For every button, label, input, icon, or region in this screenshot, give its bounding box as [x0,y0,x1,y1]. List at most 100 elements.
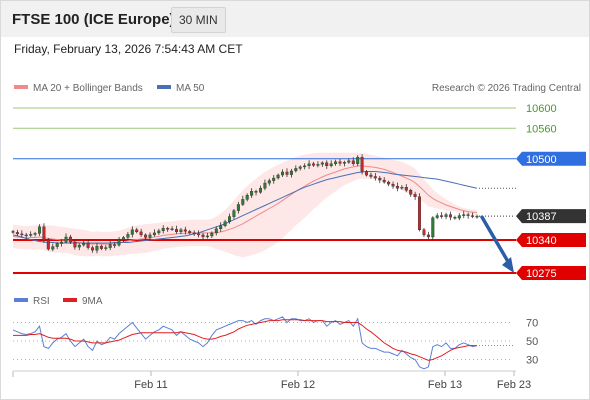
candle-up [51,246,55,250]
candle-down [285,171,289,175]
candle-up [117,239,121,246]
candle-up [95,245,99,251]
rsi-ma-legend-label: 9MA [82,296,103,307]
candle-down [404,186,408,191]
candle-down [174,229,178,233]
candle-down [395,185,399,189]
chart-header: FTSE 100 (ICE Europe) 30 MIN [1,1,589,37]
candle-down [409,189,413,195]
candle-down [391,183,395,187]
candle-up [82,242,86,246]
candle-down [15,232,19,235]
rsi-tick-50: 50 [526,336,538,348]
candle-down [201,234,205,238]
candle-down [449,214,453,218]
candle-up [60,241,64,244]
candle-down [24,234,28,237]
candle-down [254,191,258,193]
candle-down [360,156,364,172]
candle-down [166,228,170,230]
candle-up [272,177,276,181]
candle-up [55,243,59,247]
x-axis: Feb 11 Feb 12 Feb 13 Feb 23 [134,371,531,391]
candle-down [139,231,143,236]
bollinger-band-area [13,152,477,258]
candle-down [413,194,417,198]
interval-selector[interactable]: 30 MIN [171,7,226,33]
candle-up [161,228,165,232]
candle-down [183,229,187,232]
candle-up [152,232,156,236]
candle-down [325,162,329,167]
candle-up [435,215,439,218]
level-10387-tag [516,209,586,224]
candle-up [263,182,267,189]
candle-down [86,242,90,248]
x-tick-label: Feb 11 [134,379,167,391]
candle-down [192,232,196,235]
x-tick-label: Feb 23 [497,379,531,391]
candle-up [241,199,245,205]
candle-up [431,217,435,238]
candle-up [223,221,227,226]
candle-up [227,216,231,222]
candle-up [320,162,324,165]
candle-down [68,236,72,243]
candle-up [38,226,42,234]
level-10600-label: 10600 [526,103,557,115]
candle-down [135,229,139,233]
candle-up [444,214,448,217]
rsi-plot: 70 50 30 [12,316,538,370]
candle-down [197,233,201,236]
ma50-line [12,171,478,244]
candle-up [457,215,461,219]
candle-down [46,239,50,250]
candle-down [382,179,386,183]
candle-up [236,204,240,211]
candle-down [144,234,148,238]
candle-up [77,244,81,248]
candle-up [267,180,271,184]
candle-up [298,166,302,169]
rsi-line [12,316,478,370]
candle-up [108,244,112,248]
candle-up [400,186,404,189]
candle-down [453,216,457,219]
candle-down [73,241,77,248]
candle-down [20,233,24,236]
rsi-legend-swatch [14,298,28,302]
candle-up [294,168,298,172]
candle-up [356,156,360,164]
candle-up [281,171,285,176]
x-tick-label: Feb 13 [428,379,462,391]
rsi-tick-70: 70 [526,318,538,330]
candle-down [113,244,117,246]
candle-up [219,225,223,230]
rsi-tick-30: 30 [526,355,538,367]
level-10500-tag [516,151,586,166]
candle-down [387,181,391,185]
candle-up [342,162,346,164]
rsi-legend-label: RSI [33,296,50,307]
projection-arrow-head [502,257,514,273]
ma50-legend-swatch [157,85,171,89]
candle-down [338,161,342,164]
candle-up [121,237,125,241]
candle-up [214,228,218,234]
candle-up [250,191,254,196]
level-10275-tag [516,266,586,280]
timestamp: Friday, February 13, 2026 7:54:43 AM CET [14,42,243,56]
level-10340-label: 10340 [526,235,557,247]
ma50-legend-label: MA 50 [176,83,205,94]
candle-up [259,187,263,193]
candle-up [329,163,333,167]
candle-down [188,231,192,234]
level-10275-label: 10275 [526,268,557,280]
candle-up [316,164,320,166]
candle-up [303,165,307,168]
candle-up [232,210,236,217]
candle-up [130,229,134,235]
candle-down [466,214,470,216]
